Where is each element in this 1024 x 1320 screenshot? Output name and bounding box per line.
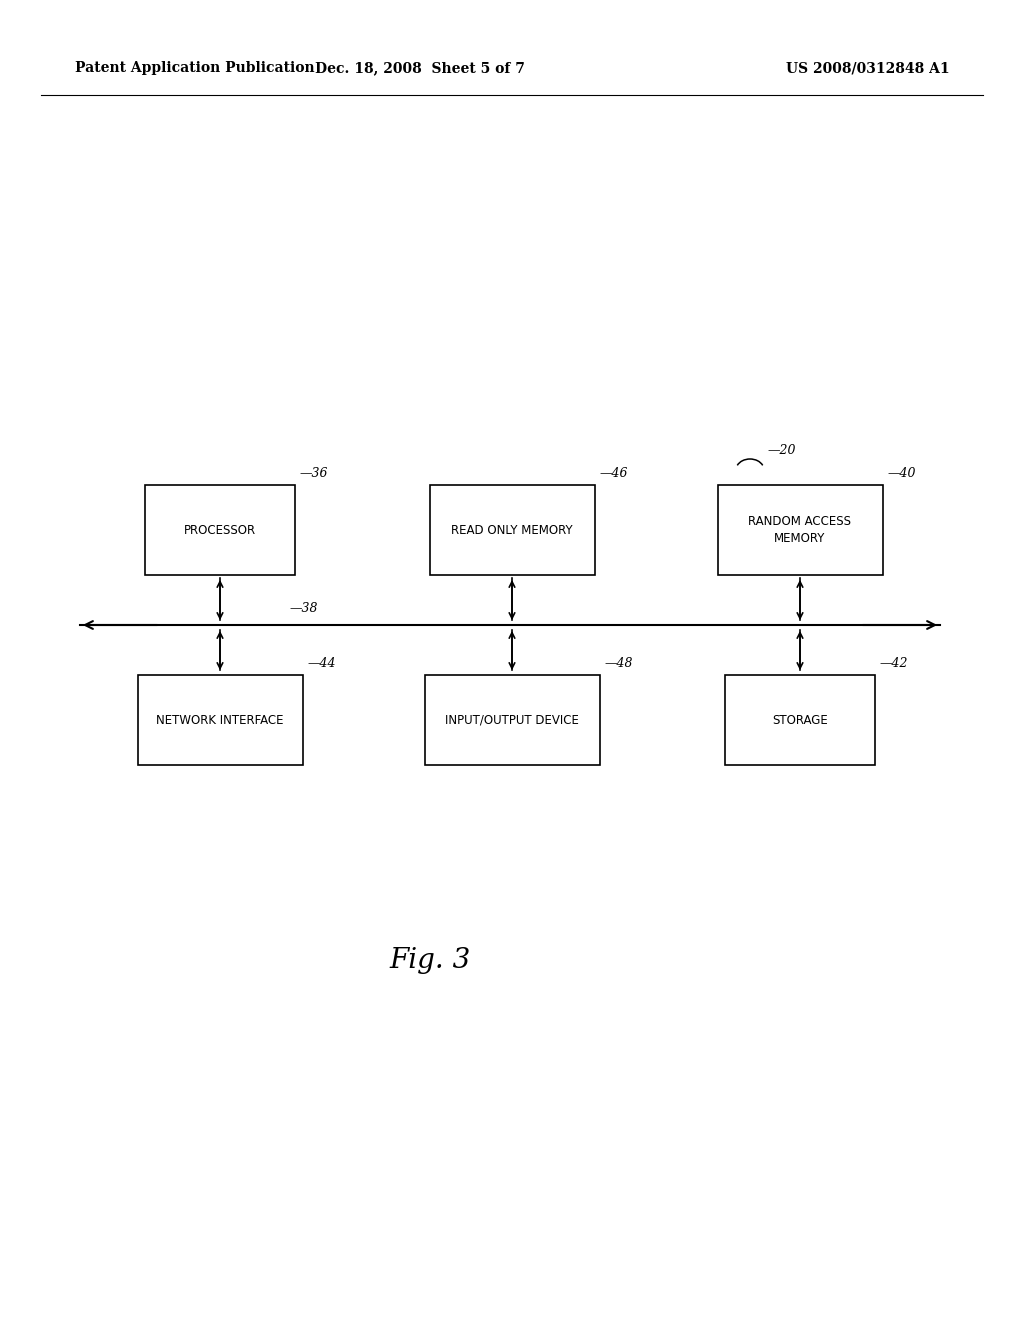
Bar (429, 484, 595, 576)
Text: —44: —44 (307, 657, 336, 671)
Text: —36: —36 (300, 467, 329, 480)
Bar (725, 675, 874, 766)
Text: —48: —48 (604, 657, 633, 671)
Bar (137, 675, 302, 766)
Text: STORAGE: STORAGE (772, 714, 827, 726)
Text: NETWORK INTERFACE: NETWORK INTERFACE (157, 714, 284, 726)
Text: Patent Application Publication: Patent Application Publication (75, 61, 314, 75)
Text: Dec. 18, 2008  Sheet 5 of 7: Dec. 18, 2008 Sheet 5 of 7 (315, 61, 525, 75)
Text: —42: —42 (880, 657, 908, 671)
Bar (718, 484, 883, 576)
Text: —38: —38 (290, 602, 318, 615)
Text: —40: —40 (888, 467, 916, 480)
Bar (425, 675, 599, 766)
Text: —46: —46 (599, 467, 628, 480)
Text: Fig. 3: Fig. 3 (389, 946, 471, 974)
Text: US 2008/0312848 A1: US 2008/0312848 A1 (786, 61, 950, 75)
Text: INPUT/OUTPUT DEVICE: INPUT/OUTPUT DEVICE (445, 714, 579, 726)
Bar (145, 484, 295, 576)
Text: PROCESSOR: PROCESSOR (184, 524, 256, 536)
Text: READ ONLY MEMORY: READ ONLY MEMORY (452, 524, 572, 536)
Text: —20: —20 (768, 444, 797, 457)
Text: RANDOM ACCESS
MEMORY: RANDOM ACCESS MEMORY (749, 515, 852, 545)
